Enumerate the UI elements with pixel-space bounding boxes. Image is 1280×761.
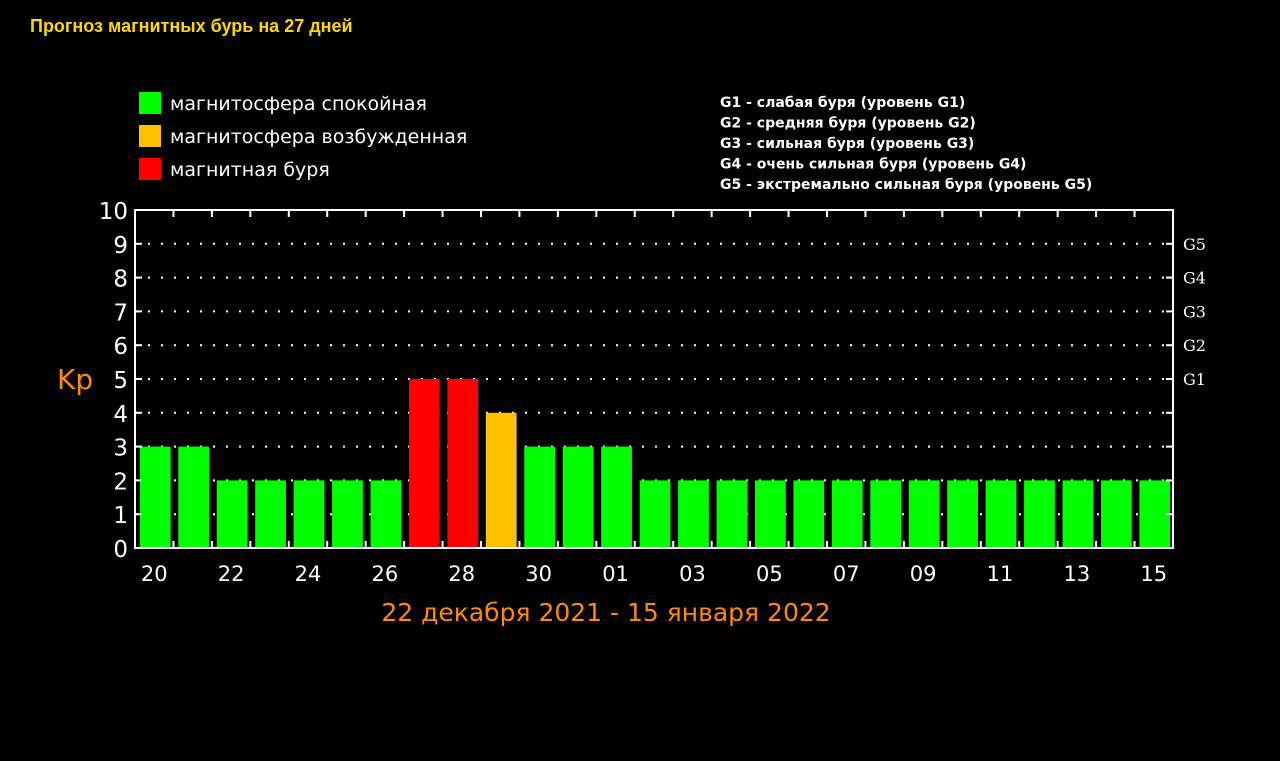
bar xyxy=(408,379,440,548)
y-tick-label: 10 xyxy=(99,199,128,225)
bar xyxy=(985,480,1017,548)
x-tick-label: 24 xyxy=(295,562,322,586)
x-tick-label: 30 xyxy=(525,562,552,586)
x-tick-label: 01 xyxy=(602,562,629,586)
g-level-label: G5 xyxy=(1183,235,1206,254)
y-tick-label: 6 xyxy=(113,334,128,360)
y-tick-label: 5 xyxy=(113,368,128,394)
x-axis-label: 22 декабря 2021 - 15 января 2022 xyxy=(381,598,830,627)
g-level-label: G3 xyxy=(1183,302,1206,321)
bar xyxy=(793,480,825,548)
storm-level-legend: G1 - слабая буря (уровень G1) G2 - средня… xyxy=(720,95,1092,193)
g-level-label: G4 xyxy=(1183,269,1206,288)
bar xyxy=(485,412,517,548)
bar xyxy=(139,446,171,548)
bar xyxy=(716,480,748,548)
x-tick-label: 15 xyxy=(1140,562,1167,586)
bar xyxy=(178,446,210,548)
legend-swatch xyxy=(139,125,161,147)
bar xyxy=(524,446,556,548)
y-tick-label: 9 xyxy=(113,233,128,259)
storm-legend-item: G5 - экстремально сильная буря (уровень … xyxy=(720,177,1092,193)
x-tick-label: 07 xyxy=(833,562,860,586)
bars xyxy=(139,379,1171,548)
bar xyxy=(293,480,325,548)
bar xyxy=(639,480,671,548)
storm-legend-item: G1 - слабая буря (уровень G1) xyxy=(720,95,965,111)
y-tick-label: 8 xyxy=(113,267,128,293)
bar xyxy=(332,480,363,548)
bar xyxy=(947,480,978,548)
bar xyxy=(255,480,286,548)
x-tick-label: 03 xyxy=(679,562,706,586)
page-title: Прогноз магнитных бурь на 27 дней xyxy=(30,16,353,36)
x-tick-label: 20 xyxy=(141,562,168,586)
level-legend: магнитосфера спокойная магнитосфера возбу… xyxy=(139,92,467,181)
g-level-axis: G1 G2 G3 G4 G5 xyxy=(1183,235,1206,389)
grid xyxy=(135,242,1173,516)
bar xyxy=(370,480,402,548)
bar xyxy=(216,480,248,548)
y-axis: 0 1 2 3 4 5 6 7 8 9 10 xyxy=(99,199,128,563)
x-tick-label: 26 xyxy=(372,562,399,586)
y-tick-label: 1 xyxy=(113,503,128,529)
legend-swatch xyxy=(139,158,161,180)
bar xyxy=(678,480,709,548)
x-tick-label: 28 xyxy=(448,562,475,586)
y-tick-label: 3 xyxy=(113,436,128,462)
bar xyxy=(1062,480,1094,548)
y-axis-label: Kp xyxy=(57,363,93,396)
bar xyxy=(831,480,863,548)
bar xyxy=(1024,480,1055,548)
legend-swatch xyxy=(139,92,161,114)
x-tick-label: 22 xyxy=(218,562,245,586)
x-tick-label: 09 xyxy=(910,562,937,586)
bar xyxy=(870,480,902,548)
bar xyxy=(447,379,479,548)
y-tick-label: 0 xyxy=(113,537,128,563)
legend-label: магнитосфера спокойная xyxy=(170,93,427,115)
x-tick-label: 11 xyxy=(987,562,1014,586)
x-axis: 20 22 24 26 28 30 01 03 05 07 09 11 13 15 xyxy=(141,562,1167,586)
x-tick-label: 05 xyxy=(756,562,783,586)
bar xyxy=(908,480,940,548)
y-tick-label: 7 xyxy=(113,300,128,326)
plot-frame xyxy=(134,209,1174,549)
bar xyxy=(1139,480,1171,548)
bar xyxy=(562,446,594,548)
x-tick-label: 13 xyxy=(1064,562,1091,586)
y-tick-label: 2 xyxy=(113,469,128,495)
y-tick-label: 4 xyxy=(113,402,128,428)
storm-legend-item: G4 - очень сильная буря (уровень G4) xyxy=(720,157,1026,173)
storm-legend-item: G3 - сильная буря (уровень G3) xyxy=(720,136,974,152)
legend-label: магнитосфера возбужденная xyxy=(170,126,467,148)
g-level-label: G1 xyxy=(1183,370,1206,389)
bar xyxy=(1100,480,1132,548)
g-level-label: G2 xyxy=(1183,336,1206,355)
bar xyxy=(754,480,786,548)
bar xyxy=(601,446,632,548)
legend-label: магнитная буря xyxy=(170,159,330,181)
storm-legend-item: G2 - средняя буря (уровень G2) xyxy=(720,116,976,132)
